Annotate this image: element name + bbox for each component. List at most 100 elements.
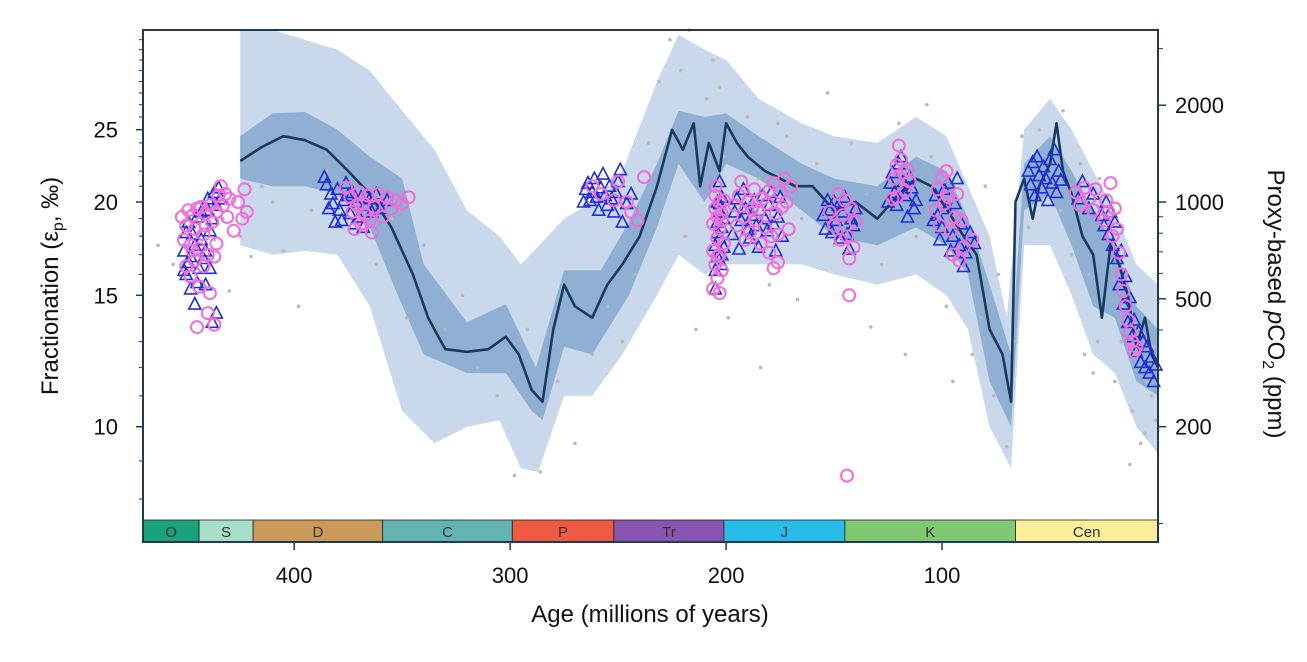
circle-point: [779, 195, 794, 209]
gray-dot-point: [1091, 371, 1095, 375]
triangle-point: [714, 256, 730, 271]
triangle-point: [595, 165, 611, 180]
circle-point: [179, 218, 194, 233]
triangle-point: [1053, 171, 1069, 186]
gray-dot-point: [238, 234, 242, 238]
circle-point: [941, 190, 956, 205]
gray-dot-point: [1149, 394, 1154, 398]
gray-dot-point: [1078, 162, 1083, 166]
triangle-point: [1034, 179, 1049, 194]
triangle-point: [1023, 176, 1038, 191]
triangle-point: [589, 188, 604, 203]
triangle-point: [1049, 184, 1064, 199]
gray-dot-point: [460, 293, 465, 298]
gray-dot-point: [869, 325, 873, 329]
gray-dot-point: [970, 352, 975, 357]
circle-point: [773, 185, 788, 200]
period-label: O: [165, 524, 177, 541]
triangle-point: [325, 195, 341, 210]
y-left-tick-label: 25: [94, 118, 118, 143]
gray-dot-point: [1143, 431, 1147, 436]
triangle-point: [1118, 268, 1133, 283]
circle-point: [939, 164, 954, 179]
circle-point: [840, 468, 854, 483]
circle-point: [770, 227, 785, 242]
period-label: Tr: [662, 524, 676, 541]
circle-point: [1129, 339, 1144, 354]
circle-point: [585, 179, 600, 194]
y-axis-left-title-tail: , ‰): [37, 177, 64, 222]
gray-dot-point: [1005, 445, 1009, 449]
triangle-point: [202, 260, 218, 275]
triangle-point: [908, 192, 924, 207]
circle-point: [207, 249, 222, 264]
triangle-point: [906, 200, 922, 215]
triangle-point: [962, 224, 978, 239]
gray-dot-point: [421, 243, 426, 248]
gray-dot-point: [620, 339, 625, 344]
y-right-tick-label: 1000: [1175, 190, 1224, 215]
circle-point: [712, 286, 727, 301]
gray-dot-point: [1082, 352, 1087, 357]
circle-point: [846, 240, 861, 255]
gray-dot-point: [815, 162, 819, 166]
gray-dot-point: [495, 394, 500, 398]
circle-point: [844, 201, 859, 216]
period-label: Cen: [1073, 524, 1101, 541]
circle-point: [226, 223, 241, 238]
circle-point: [734, 174, 749, 189]
gray-dot-point: [156, 243, 160, 248]
circle-point: [213, 179, 228, 194]
circle-point: [349, 198, 364, 213]
circle-point: [1103, 176, 1118, 191]
y-left-tick-label: 15: [94, 283, 118, 308]
circle-point: [714, 213, 729, 228]
gray-dot-point: [678, 68, 683, 73]
x-axis-title: Age (millions of years): [531, 601, 768, 628]
triangle-point: [1146, 373, 1162, 388]
gray-dot-point: [389, 216, 394, 221]
circle-point: [848, 215, 863, 230]
gray-dot-point: [1128, 462, 1132, 467]
y-axis-right-title-co: CO: [1262, 324, 1289, 360]
circle-point: [209, 236, 224, 251]
gray-dot-point: [1095, 339, 1100, 344]
triangle-point: [882, 174, 898, 189]
gray-dot-point: [309, 208, 314, 212]
gray-dot-point: [1020, 134, 1024, 138]
gray-dot-point: [799, 216, 804, 221]
gray-dot-point: [555, 379, 560, 384]
circle-point: [198, 218, 213, 233]
period-label: P: [558, 524, 568, 541]
gray-dot-point: [726, 315, 730, 320]
circle-point: [835, 208, 850, 223]
triangle-point: [323, 185, 339, 200]
x-tick-label: 400: [276, 563, 313, 588]
gray-dot-point: [944, 304, 949, 309]
triangle-point: [334, 212, 350, 227]
circle-point: [749, 213, 764, 228]
y-left-tick-label: 20: [94, 190, 118, 215]
x-tick-label: 300: [492, 563, 529, 588]
circle-point: [770, 255, 785, 270]
gray-dot-point: [914, 234, 918, 238]
gray-dot-point: [1087, 272, 1091, 277]
circle-point: [611, 174, 626, 189]
triangle-point: [1036, 158, 1051, 173]
y-right-tick-label: 2000: [1175, 93, 1224, 118]
gray-dot-point: [1154, 418, 1158, 423]
gray-dot-point: [784, 134, 789, 138]
period-label: K: [925, 524, 935, 541]
circle-point: [708, 179, 723, 194]
gray-dot-point: [443, 327, 448, 332]
gray-dot-point: [758, 365, 763, 370]
triangle-point: [1137, 359, 1153, 374]
triangle-point: [774, 227, 790, 242]
circle-point: [714, 206, 729, 221]
triangle-point: [187, 295, 203, 310]
triangle-point: [587, 170, 602, 185]
gray-dot-point: [1069, 252, 1074, 257]
gray-dot-point: [633, 272, 638, 277]
x-tick-label: 100: [924, 563, 961, 588]
circle-point: [891, 138, 906, 153]
